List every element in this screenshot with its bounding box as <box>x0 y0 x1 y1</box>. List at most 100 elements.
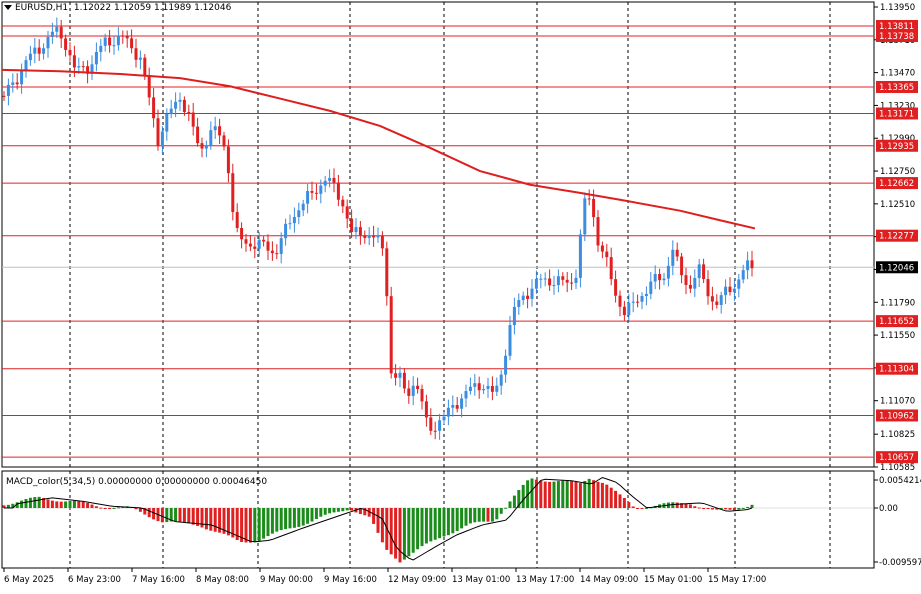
level-price-tag <box>876 315 918 328</box>
candle-body <box>367 235 371 238</box>
price-axis-label: 1.10825 <box>880 430 915 440</box>
macd-bar <box>306 508 310 524</box>
candle-body <box>372 235 376 238</box>
candle-body <box>746 260 750 271</box>
dropdown-triangle-icon[interactable] <box>4 5 12 10</box>
price-axis-label: 1.13470 <box>880 69 915 79</box>
candle-body <box>169 108 173 114</box>
level-price-label: 1.13365 <box>879 83 914 93</box>
macd-bar <box>310 508 314 522</box>
macd-bar <box>350 508 354 511</box>
macd-bar <box>565 480 569 508</box>
candle-body <box>565 279 569 283</box>
candle-body <box>451 405 455 408</box>
macd-bar <box>257 508 261 542</box>
candle-body <box>336 182 340 200</box>
macd-bar <box>750 504 754 508</box>
level-price-label: 1.12662 <box>879 179 914 189</box>
candle-body <box>424 401 428 418</box>
macd-bar <box>253 508 257 543</box>
candle-body <box>539 278 543 280</box>
candle-body <box>495 385 499 392</box>
candle-body <box>68 49 72 56</box>
candle-body <box>209 130 213 147</box>
price-axis-label: 1.11550 <box>880 331 915 341</box>
candle-body <box>402 372 406 389</box>
macd-bar <box>429 508 433 542</box>
macd-bar <box>284 508 288 530</box>
macd-bar <box>583 480 587 508</box>
macd-bar <box>288 508 292 529</box>
candle-body <box>350 218 354 233</box>
macd-bar <box>204 508 208 530</box>
candle-body <box>323 180 327 186</box>
candle-body <box>55 26 59 32</box>
macd-bar <box>517 490 521 508</box>
candle-body <box>354 227 358 233</box>
macd-bar <box>592 480 596 508</box>
macd-bar <box>746 506 750 508</box>
macd-scale-label: 0.00 <box>879 504 898 514</box>
macd-bar <box>336 508 340 512</box>
candle-body <box>160 131 164 147</box>
time-axis-label: 9 May 00:00 <box>260 575 313 585</box>
macd-scale-label: -0.009597 <box>879 558 921 568</box>
level-price-label: 1.13171 <box>879 109 914 119</box>
price-axis-label: 1.10585 <box>880 463 915 473</box>
candle-body <box>191 112 195 127</box>
macd-bar <box>477 508 481 522</box>
candle-body <box>649 281 653 294</box>
price-axis-label: 1.12750 <box>880 167 915 177</box>
macd-bar <box>226 508 230 536</box>
candle-body <box>671 249 675 266</box>
symbol-header[interactable]: EURUSD,H1 1.12022 1.12059 1.11989 1.1204… <box>4 3 231 13</box>
candle-body <box>200 143 204 149</box>
macd-bar <box>609 487 613 508</box>
level-price-label: 1.10657 <box>879 453 914 463</box>
candle-body <box>99 45 103 52</box>
macd-bar <box>270 508 274 534</box>
candle-body <box>385 248 389 297</box>
ohlc-values: 1.12022 1.12059 1.11989 1.12046 <box>73 3 232 13</box>
macd-bar <box>684 503 688 508</box>
macd-bar <box>64 501 68 508</box>
candle-body <box>94 51 98 65</box>
level-price-label: 1.10962 <box>879 411 914 421</box>
candle-body <box>42 48 46 54</box>
moving-average-line <box>1 68 756 230</box>
macd-bar <box>433 508 437 540</box>
macd-bar <box>618 494 622 508</box>
current-price-label: 1.12046 <box>879 263 914 273</box>
macd-bar <box>702 508 706 509</box>
macd-bar <box>596 481 600 508</box>
macd-bar <box>240 508 244 542</box>
candle-body <box>204 146 208 149</box>
macd-bar <box>191 508 195 525</box>
candle-body <box>46 36 50 49</box>
price-pane-frame <box>1 1 875 468</box>
macd-scale-label: 0.0054214 <box>879 476 921 486</box>
candle-body <box>675 249 679 257</box>
candle-body <box>288 223 292 225</box>
candle-body <box>688 284 692 289</box>
candle-body <box>314 192 318 194</box>
macd-bar <box>301 508 305 526</box>
macd-bar <box>534 479 538 508</box>
candle-body <box>521 295 525 301</box>
level-price-tag <box>876 29 918 42</box>
macd-bar <box>556 481 560 508</box>
macd-bar <box>380 508 384 543</box>
time-axis-label: 12 May 09:00 <box>388 575 446 585</box>
level-price-tag <box>876 409 918 422</box>
macd-bar <box>706 508 710 509</box>
candle-body <box>618 295 622 307</box>
level-price-label: 1.13738 <box>879 32 914 42</box>
candle-body <box>152 97 156 119</box>
macd-bar <box>218 508 222 533</box>
candle-body <box>328 177 332 181</box>
candle-body <box>284 223 288 239</box>
candle-body <box>275 253 279 255</box>
current-price-tag <box>876 261 918 274</box>
